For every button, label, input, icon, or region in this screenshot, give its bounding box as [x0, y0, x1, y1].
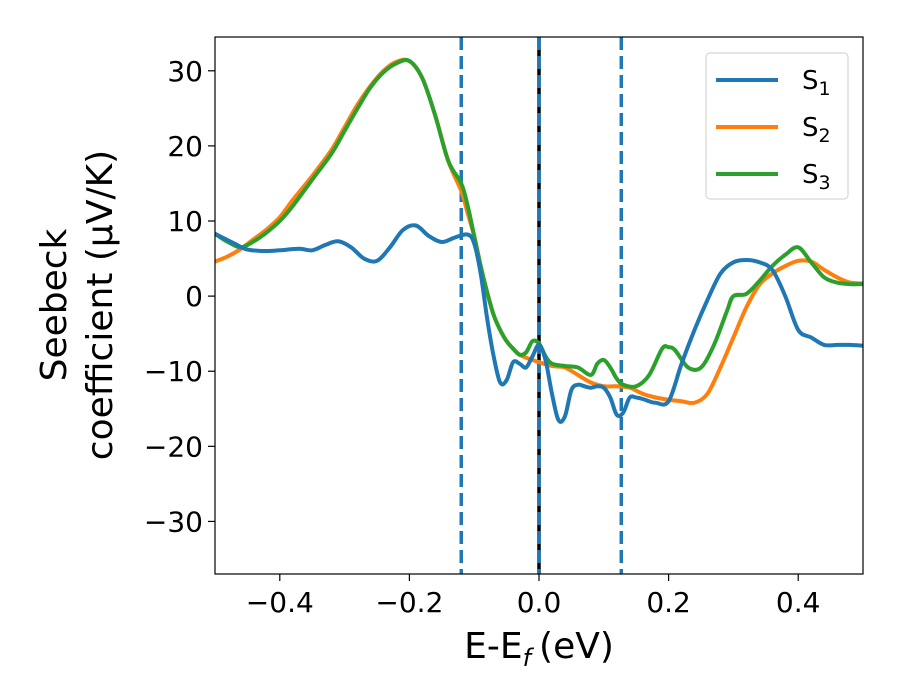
- reference-lines: [459, 37, 624, 574]
- x-axis-label-unit: (eV): [539, 626, 614, 667]
- y-tick-label: 20: [167, 130, 203, 163]
- x-tick-label: 0.4: [776, 586, 821, 619]
- y-tick-label: −10: [144, 355, 203, 388]
- y-tick-label: 30: [167, 55, 203, 88]
- legend-label-s3: S3: [802, 160, 831, 194]
- x-axis-label-base: E-E: [464, 626, 522, 667]
- x-tick-label: 0.2: [646, 586, 691, 619]
- x-tick-label: −0.2: [375, 586, 443, 619]
- y-axis-label-line1: Seebeck: [34, 228, 75, 381]
- y-axis-ticks: −30 −20 −10 0 10 20 30: [144, 55, 215, 538]
- legend-label-s1: S1: [802, 66, 831, 100]
- x-axis-label-sub: f: [523, 644, 535, 672]
- y-axis-label: Seebeck coefficient (μV/K): [34, 150, 121, 460]
- x-axis-ticks: −0.4 −0.2 0.0 0.2 0.4: [246, 574, 821, 619]
- series-line-s1: [215, 223, 863, 424]
- x-axis-label: E-Ef (eV): [464, 626, 614, 672]
- legend: S1 S2 S3: [705, 52, 849, 200]
- y-tick-label: 0: [185, 280, 203, 313]
- y-tick-label: −20: [144, 430, 203, 463]
- y-tick-label: 10: [167, 205, 203, 238]
- x-tick-label: −0.4: [246, 586, 314, 619]
- series-layer: [215, 57, 863, 424]
- x-tick-label: 0.0: [517, 586, 562, 619]
- y-tick-label: −30: [144, 505, 203, 538]
- y-axis-label-line2: coefficient (μV/K): [80, 150, 121, 460]
- legend-label-s2: S2: [802, 113, 831, 147]
